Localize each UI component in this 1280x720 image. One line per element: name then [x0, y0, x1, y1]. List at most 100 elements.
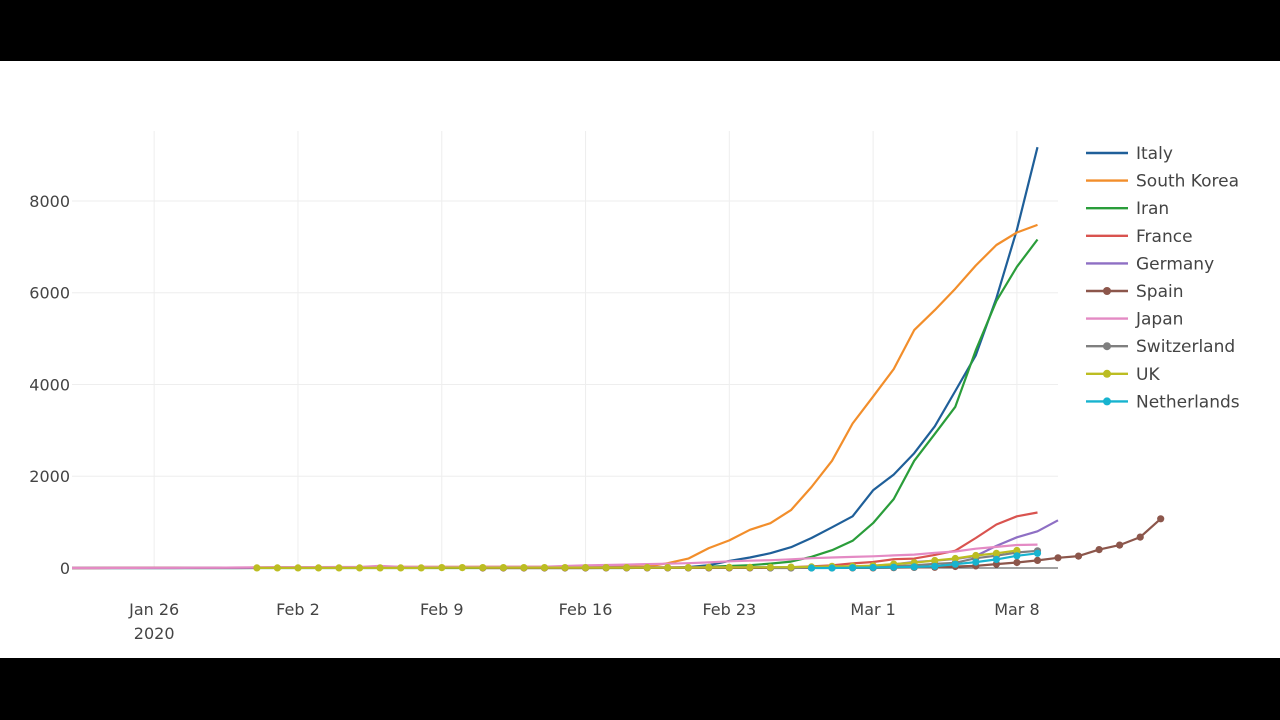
legend[interactable]: Italy South Korea Iran France Germany Spain Ja… — [1086, 144, 1240, 412]
legend-label: Iran — [1136, 199, 1169, 219]
legend-item-spain[interactable]: Spain — [1086, 282, 1184, 302]
series-japan — [71, 543, 1038, 570]
legend-label: Japan — [1135, 310, 1183, 330]
legend-label: Italy — [1136, 144, 1173, 164]
legend-item-iran[interactable]: Iran — [1086, 199, 1169, 219]
data-point — [479, 564, 487, 572]
data-point — [664, 564, 672, 572]
data-point — [684, 564, 692, 572]
legend-item-south-korea[interactable]: South Korea — [1086, 172, 1239, 192]
data-point — [849, 564, 857, 572]
series-italy — [72, 146, 1039, 570]
data-point — [438, 564, 446, 572]
data-point — [931, 556, 939, 565]
x-tick-label: Jan 26 — [128, 600, 179, 619]
data-point — [807, 564, 816, 572]
data-point — [1013, 558, 1021, 567]
data-point — [951, 560, 959, 568]
data-point — [746, 563, 754, 571]
data-point — [910, 563, 918, 571]
legend-item-italy[interactable]: Italy — [1086, 144, 1173, 164]
y-tick-label: 0 — [60, 559, 70, 578]
data-point — [951, 554, 959, 563]
y-tick-label: 2000 — [29, 467, 70, 486]
legend-marker — [1103, 287, 1111, 295]
chart-area: 0 2000 4000 6000 8000 Jan 26 2020 Feb 2 Feb 9 Feb… — [0, 61, 1280, 658]
series-germany — [72, 519, 1059, 570]
series-iran — [72, 238, 1039, 570]
x-tick-label: Mar 8 — [994, 600, 1039, 619]
x-tick-label: Feb 9 — [420, 600, 464, 619]
series-spain — [479, 515, 1165, 572]
data-point — [869, 563, 877, 572]
data-point — [705, 563, 713, 571]
legend-item-japan[interactable]: Japan — [1086, 310, 1183, 330]
data-point — [417, 564, 425, 572]
data-point — [992, 549, 1001, 557]
series-uk — [253, 546, 1021, 572]
x-tick-year-label: 2020 — [134, 624, 175, 643]
legend-item-netherlands[interactable]: Netherlands — [1086, 392, 1240, 412]
y-tick-label: 8000 — [29, 192, 70, 211]
data-point — [972, 558, 980, 566]
data-point — [314, 564, 323, 572]
data-point — [1033, 556, 1042, 564]
data-point — [335, 564, 343, 572]
data-point — [931, 562, 939, 570]
data-point — [828, 564, 836, 572]
data-point — [294, 564, 302, 572]
axes: 0 2000 4000 6000 8000 Jan 26 2020 Feb 2 Feb 9 Feb… — [29, 192, 1058, 643]
series-line — [72, 146, 1039, 570]
legend-label: Spain — [1136, 282, 1184, 302]
legend-marker — [1103, 397, 1111, 406]
series-lines — [71, 146, 1165, 572]
series-line — [72, 519, 1059, 570]
data-point — [1013, 546, 1021, 555]
data-point — [1054, 554, 1062, 562]
series-line — [72, 238, 1039, 570]
data-point — [458, 564, 466, 572]
legend-label: Netherlands — [1136, 392, 1240, 412]
legend-label: France — [1136, 227, 1193, 247]
data-point — [356, 564, 364, 572]
data-point — [520, 564, 528, 572]
legend-label: UK — [1136, 365, 1160, 385]
data-point — [1136, 533, 1144, 541]
data-point — [273, 564, 281, 572]
data-point — [1116, 541, 1124, 549]
x-tick-label: Feb 2 — [276, 600, 320, 619]
data-point — [623, 564, 631, 572]
legend-marker — [1103, 342, 1111, 351]
grid — [72, 131, 1058, 568]
data-point — [561, 564, 569, 572]
legend-label: Switzerland — [1136, 337, 1235, 357]
data-point — [643, 564, 651, 572]
series-line — [72, 511, 1038, 570]
data-point — [972, 551, 980, 560]
series-south-korea — [72, 223, 1038, 570]
data-point — [499, 564, 507, 572]
data-point — [253, 564, 261, 572]
data-point — [766, 563, 775, 571]
data-point — [1074, 552, 1083, 560]
data-point — [725, 563, 733, 571]
legend-label: Germany — [1136, 254, 1214, 274]
x-tick-label: Feb 16 — [559, 600, 613, 619]
data-point — [1013, 552, 1021, 560]
legend-marker — [1103, 369, 1111, 378]
data-point — [376, 564, 384, 572]
legend-item-germany[interactable]: Germany — [1086, 254, 1214, 274]
data-point — [890, 563, 898, 571]
y-tick-label: 4000 — [29, 375, 70, 394]
legend-item-switzerland[interactable]: Switzerland — [1086, 337, 1235, 357]
legend-label: South Korea — [1136, 172, 1239, 192]
data-point — [992, 555, 1001, 563]
legend-item-uk[interactable]: UK — [1086, 365, 1160, 385]
x-tick-label: Mar 1 — [850, 600, 895, 619]
data-point — [1157, 515, 1165, 523]
series-france — [72, 511, 1038, 570]
data-point — [397, 564, 405, 572]
data-point — [1095, 546, 1103, 554]
series-line — [71, 543, 1038, 570]
legend-item-france[interactable]: France — [1086, 227, 1193, 247]
